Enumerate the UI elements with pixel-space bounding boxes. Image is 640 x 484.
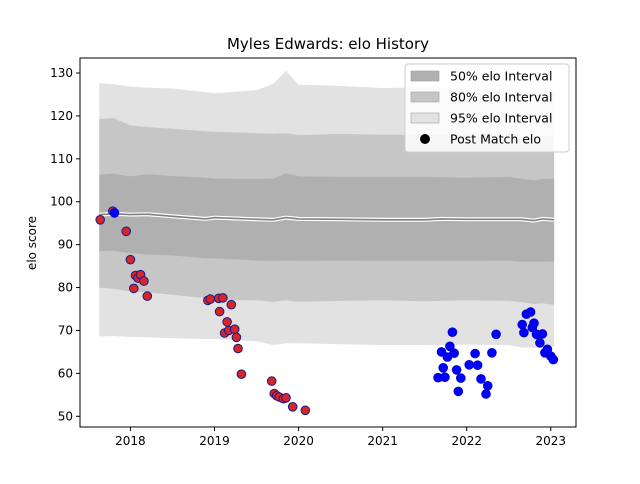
data-point-blue bbox=[447, 327, 458, 338]
data-point-blue bbox=[453, 386, 464, 397]
data-point-red bbox=[229, 324, 240, 335]
data-point-blue bbox=[436, 347, 447, 357]
data-point-red bbox=[139, 276, 149, 286]
data-point-blue bbox=[476, 374, 486, 384]
x-tick-label: 2020 bbox=[283, 434, 314, 448]
x-tick-label: 2022 bbox=[451, 434, 482, 448]
data-point-blue bbox=[451, 365, 462, 375]
y-axis-label: elo score bbox=[25, 216, 39, 270]
data-point-red bbox=[142, 291, 153, 301]
data-point-blue bbox=[525, 307, 536, 317]
chart-title: Myles Edwards: elo History bbox=[227, 35, 429, 53]
data-point-blue bbox=[535, 338, 545, 348]
y-tick-label: 90 bbox=[58, 238, 73, 252]
x-axis: 2018 2019 2020 2021 2022 2023 bbox=[115, 427, 566, 448]
data-point-blue bbox=[482, 381, 493, 391]
data-point-blue bbox=[519, 327, 529, 338]
data-point-red bbox=[300, 405, 311, 416]
data-point-red bbox=[129, 283, 139, 294]
legend-label: Post Match elo bbox=[450, 132, 541, 147]
data-point-red bbox=[214, 306, 225, 317]
y-tick-label: 60 bbox=[58, 366, 73, 380]
y-tick-label: 70 bbox=[58, 323, 73, 337]
y-tick-label: 110 bbox=[50, 152, 73, 166]
data-point-blue bbox=[449, 348, 459, 359]
y-tick-label: 120 bbox=[50, 109, 73, 123]
data-point-red bbox=[231, 332, 242, 343]
data-point-red bbox=[121, 226, 131, 237]
data-point-blue bbox=[487, 348, 497, 358]
data-point-red bbox=[125, 254, 136, 265]
y-tick-label: 130 bbox=[50, 66, 73, 80]
data-point-blue bbox=[529, 318, 539, 329]
data-point-blue bbox=[445, 341, 455, 352]
data-point-blue bbox=[472, 360, 483, 371]
data-point-red bbox=[287, 402, 298, 412]
data-point-red bbox=[205, 294, 216, 304]
legend-label: 95% elo Interval bbox=[450, 111, 552, 126]
legend: 50% elo Interval 80% elo Interval 95% elo … bbox=[404, 63, 570, 153]
data-point-blue bbox=[464, 360, 475, 370]
mean-line bbox=[99, 213, 555, 222]
legend-swatch bbox=[410, 112, 440, 124]
data-point-blue bbox=[491, 329, 501, 340]
data-point-blue bbox=[438, 363, 449, 373]
y-axis: 50 60 70 80 90 100 110 120 130 bbox=[50, 66, 80, 423]
y-tick-label: 50 bbox=[58, 409, 73, 423]
y-tick-label: 100 bbox=[50, 195, 73, 209]
axes-frame bbox=[79, 57, 577, 428]
data-point-blue bbox=[481, 389, 491, 399]
data-point-red bbox=[236, 369, 247, 380]
data-point-red bbox=[226, 299, 237, 310]
data-point-red bbox=[95, 215, 105, 225]
data-point-blue bbox=[456, 373, 466, 383]
post-match-points bbox=[95, 206, 559, 416]
data-point-red bbox=[222, 317, 232, 327]
legend-label: 80% elo Interval bbox=[450, 90, 552, 105]
y-tick-label: 80 bbox=[58, 281, 73, 295]
data-point-blue bbox=[440, 372, 450, 383]
legend-marker bbox=[420, 134, 430, 144]
data-point-blue bbox=[537, 329, 548, 339]
x-tick-label: 2021 bbox=[367, 434, 398, 448]
mean-elo-line bbox=[99, 211, 555, 223]
data-point-blue bbox=[548, 354, 559, 365]
legend-swatch bbox=[410, 91, 440, 103]
data-point-red bbox=[233, 343, 243, 354]
data-point-blue bbox=[109, 208, 120, 218]
legend-swatch bbox=[410, 70, 440, 82]
legend-label: 50% elo Interval bbox=[450, 69, 552, 84]
x-tick-label: 2018 bbox=[115, 434, 146, 448]
data-point-blue bbox=[470, 348, 480, 359]
data-point-blue bbox=[517, 319, 528, 330]
data-point-red bbox=[266, 376, 277, 386]
legend-box bbox=[404, 63, 570, 153]
data-point-red bbox=[218, 293, 228, 303]
x-tick-label: 2019 bbox=[199, 434, 230, 448]
x-tick-label: 2023 bbox=[536, 434, 567, 448]
data-point-red bbox=[281, 393, 291, 403]
